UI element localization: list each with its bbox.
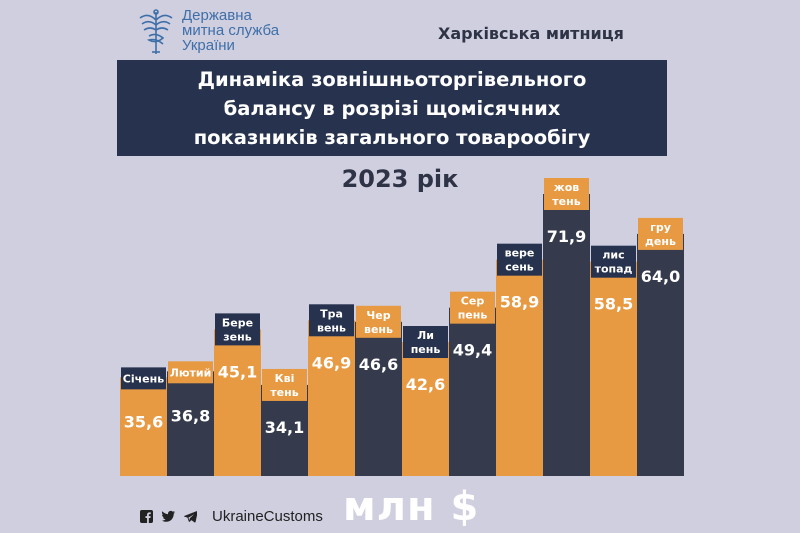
bar-12	[637, 233, 684, 476]
category-label-3-line-1: Бере	[222, 316, 253, 329]
category-label-5-line-1: Тра	[320, 307, 343, 320]
bar-8	[449, 307, 496, 476]
telegram-icon[interactable]	[184, 510, 197, 523]
category-label-bg-4	[262, 368, 307, 401]
category-label-10-line-2: тень	[552, 195, 580, 208]
category-label-12-line-1: гру	[650, 221, 671, 234]
bar-1	[120, 377, 167, 476]
category-label-7-line-2: пень	[411, 343, 441, 356]
title-line-1: Динаміка зовнішньоторгівельного	[197, 67, 587, 91]
chart-title: Динаміка зовнішньоторгівельного балансу …	[117, 60, 667, 156]
category-label-4-line-1: Кві	[275, 372, 295, 385]
category-label-9-line-1: вере	[505, 247, 535, 260]
bar-11	[590, 261, 637, 476]
category-label-4-line-2: тень	[270, 386, 298, 399]
category-label-bg-6	[356, 305, 401, 338]
social-footer: UkraineCustoms	[140, 508, 323, 525]
category-label-2-line-1: Лютий	[170, 366, 212, 379]
value-label-7: 42,6	[406, 375, 445, 394]
logo: Державна митна служба України	[136, 8, 279, 58]
social-handle: UkraineCustoms	[212, 508, 323, 525]
category-label-11-line-1: лис	[602, 249, 624, 262]
value-label-9: 58,9	[500, 293, 539, 312]
category-label-bg-9	[497, 243, 542, 276]
value-label-12: 64,0	[641, 267, 680, 286]
title-line-2: балансу в розрізі щомісячних	[223, 96, 561, 120]
value-label-10: 71,9	[547, 227, 586, 246]
org-name-line-2: митна служба	[182, 22, 280, 39]
bar-7	[402, 342, 449, 476]
category-label-5-line-2: вень	[317, 321, 346, 334]
value-label-11: 58,5	[594, 295, 633, 314]
chart-year: 2023 рік	[341, 165, 459, 193]
category-label-9-line-2: сень	[505, 261, 534, 274]
bar-6	[355, 321, 402, 476]
category-label-3-line-2: зень	[223, 330, 251, 343]
org-name-line-1: Державна	[182, 7, 252, 24]
value-label-6: 46,6	[359, 355, 398, 374]
value-label-4: 34,1	[265, 418, 304, 437]
category-label-1-line-1: Січень	[123, 372, 164, 385]
bar-3	[214, 329, 261, 476]
category-label-bg-11	[591, 245, 636, 278]
category-label-7-line-1: Ли	[417, 329, 434, 342]
category-label-bg-7	[403, 326, 448, 359]
title-line-3: показників загального товарообігу	[193, 125, 591, 149]
category-label-6-line-2: вень	[364, 323, 393, 336]
category-label-bg-8	[450, 291, 495, 324]
value-label-3: 45,1	[218, 362, 257, 381]
category-label-12-line-2: день	[645, 235, 676, 248]
value-label-5: 46,9	[312, 353, 351, 372]
category-label-bg-5	[309, 304, 354, 337]
bar-5	[308, 320, 355, 476]
category-label-6-line-1: Чер	[366, 309, 390, 322]
category-label-bg-2	[168, 361, 213, 384]
value-label-8: 49,4	[453, 341, 492, 360]
twitter-icon[interactable]	[162, 510, 175, 523]
org-name: Державна митна служба України	[182, 8, 279, 53]
category-label-10-line-1: жов	[554, 181, 580, 194]
bar-2	[167, 371, 214, 476]
org-name-line-3: України	[182, 37, 235, 54]
category-label-8-line-1: Сер	[461, 295, 485, 308]
value-label-1: 35,6	[124, 412, 163, 431]
value-label-2: 36,8	[171, 406, 210, 425]
category-label-bg-12	[638, 217, 683, 250]
bar-9	[496, 259, 543, 476]
unit-label: млн $	[343, 484, 480, 530]
category-label-bg-1	[121, 367, 166, 390]
category-label-bg-3	[215, 313, 260, 346]
customs-emblem-icon	[139, 9, 173, 54]
bar-10	[543, 194, 590, 476]
customs-office-name: Харківська митниця	[438, 24, 624, 43]
category-label-8-line-2: пень	[458, 309, 488, 322]
facebook-icon[interactable]	[140, 510, 153, 523]
category-label-bg-10	[544, 178, 589, 210]
category-label-11-line-2: топад	[595, 263, 633, 276]
